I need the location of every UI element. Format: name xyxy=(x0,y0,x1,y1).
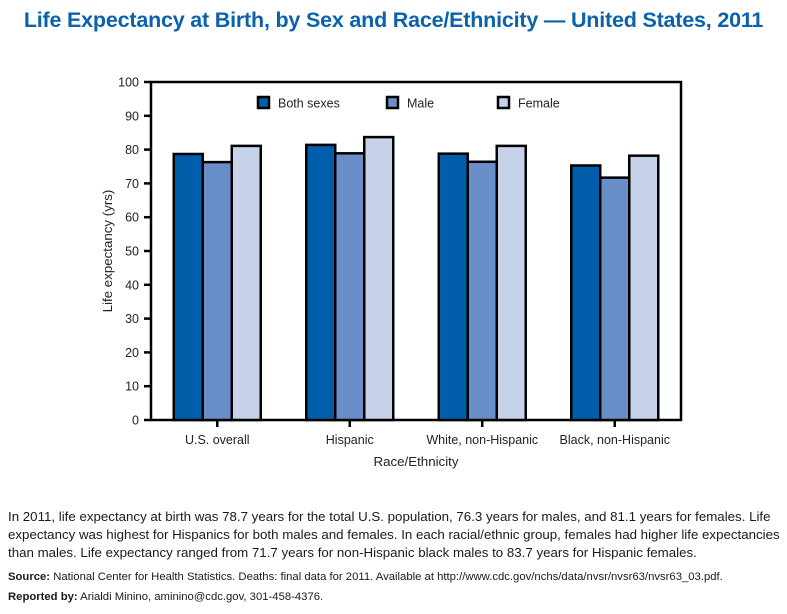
bar-both-sexes xyxy=(172,152,204,422)
x-axis-label: Race/Ethnicity xyxy=(374,454,459,469)
y-tick-label: 40 xyxy=(125,278,139,292)
reported-label: Reported by: xyxy=(8,591,78,603)
chart-title: Life Expectancy at Birth, by Sex and Rac… xyxy=(23,8,764,32)
x-tick-label: White, non-Hispanic xyxy=(426,433,538,447)
y-axis-label: Life expectancy (yrs) xyxy=(100,190,115,313)
bar-male xyxy=(334,152,366,422)
y-tick-label: 30 xyxy=(125,312,139,326)
y-tick-label: 10 xyxy=(125,380,139,394)
source-text: National Center for Health Statistics. D… xyxy=(50,571,723,583)
bar-male xyxy=(466,160,498,422)
y-tick-label: 70 xyxy=(125,177,139,191)
legend-label: Female xyxy=(518,97,560,111)
y-tick-label: 100 xyxy=(118,76,139,90)
bar-male xyxy=(201,160,233,422)
x-tick-label: Black, non-Hispanic xyxy=(560,433,670,447)
source-label: Source: xyxy=(8,571,51,583)
caption-text: In 2011, life expectancy at birth was 78… xyxy=(8,509,780,560)
y-tick-label: 60 xyxy=(125,211,139,225)
bar-female xyxy=(230,144,262,422)
bar-female xyxy=(363,135,395,422)
legend-swatch xyxy=(256,95,271,110)
y-tick-label: 90 xyxy=(125,109,139,123)
bar-both-sexes xyxy=(305,143,337,422)
bar-both-sexes xyxy=(570,164,602,422)
legend-label: Both sexes xyxy=(278,97,340,111)
bar-female xyxy=(495,144,527,422)
reported-text: Arialdi Minino, aminino@cdc.gov, 301-458… xyxy=(77,591,324,603)
x-tick-label: Hispanic xyxy=(326,433,374,447)
bar-chart: 0 10 20 30 40 50 60 70 80 90 100 Life expectancy (y… xyxy=(100,76,683,469)
bar-male xyxy=(599,176,631,422)
legend-swatch xyxy=(385,95,400,110)
x-tick-label: U.S. overall xyxy=(185,433,250,447)
legend-label: Male xyxy=(407,97,434,111)
reported-by-note: Reported by: Arialdi Minino, aminino@cdc… xyxy=(8,589,323,605)
y-tick-label: 80 xyxy=(125,143,139,157)
bar-female xyxy=(628,154,660,422)
y-tick-label: 20 xyxy=(125,346,139,360)
y-tick-label: 50 xyxy=(125,245,139,259)
legend-swatch xyxy=(496,95,511,110)
y-tick-label: 0 xyxy=(132,414,139,428)
source-note: Source: National Center for Health Stati… xyxy=(8,569,787,585)
bar-both-sexes xyxy=(437,152,469,422)
